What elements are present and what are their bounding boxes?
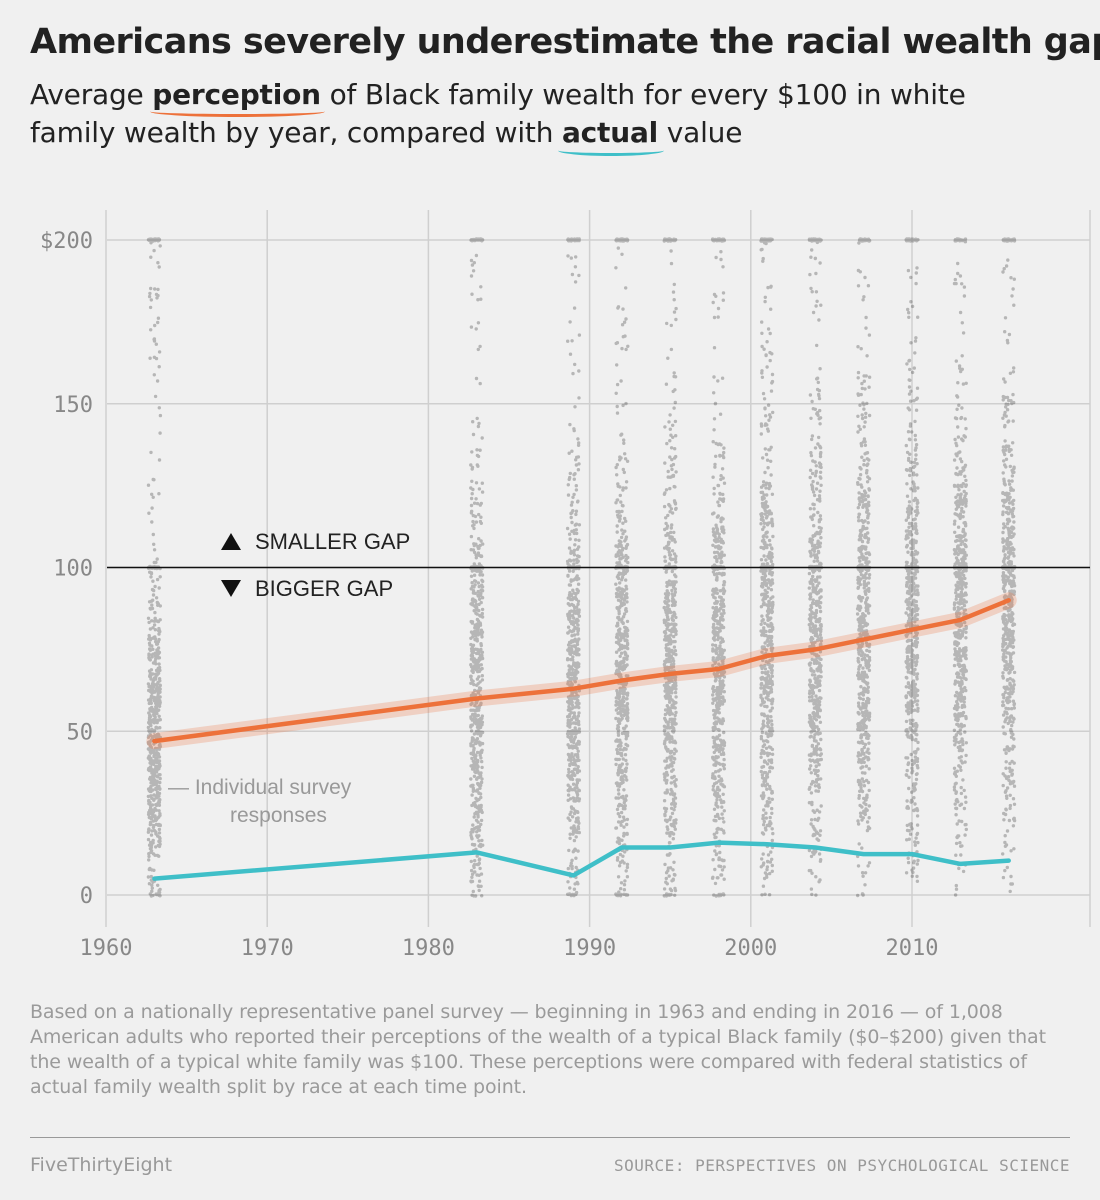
y-tick-label: 150	[53, 393, 93, 418]
actual-keyword: actual	[561, 116, 659, 149]
x-tick-label: 1960	[80, 936, 133, 961]
footer-divider	[30, 1137, 1070, 1138]
chart-title: Americans severely underestimate the rac…	[30, 22, 1100, 62]
smaller-gap-label: SMALLER GAP	[255, 529, 410, 554]
individual-responses-label-2: responses	[230, 804, 327, 827]
annotations: SMALLER GAP BIGGER GAP — Individual surv…	[168, 529, 410, 827]
up-triangle-icon	[221, 533, 241, 550]
x-tick-label: 2010	[886, 936, 939, 961]
y-tick-label: 0	[80, 884, 93, 909]
individual-responses-label-1: — Individual survey	[168, 776, 352, 799]
x-tick-label: 1980	[402, 936, 455, 961]
survey-response-points	[146, 237, 1017, 898]
y-tick-label: 100	[53, 557, 93, 582]
perception-line	[152, 598, 1011, 744]
y-tick-label: 50	[67, 720, 94, 745]
x-tick-label: 2000	[724, 936, 777, 961]
response-dots-2016	[1001, 237, 1017, 894]
wealth-gap-chart: 0 50 100 150 $200 1960 1970 1980 1990 2000 2010 SM…	[40, 210, 1091, 961]
x-tick-label: 1990	[563, 936, 616, 961]
response-dots-1995	[662, 237, 678, 898]
bigger-gap-label: BIGGER GAP	[255, 576, 393, 601]
y-tick-label: $200	[40, 229, 93, 254]
brand-name: FiveThirtyEight	[30, 1154, 173, 1176]
source-credit: SOURCE: PERSPECTIVES ON PSYCHOLOGICAL SC…	[614, 1156, 1070, 1175]
response-dots-2004	[807, 237, 823, 897]
footnote: Based on a nationally representative pan…	[30, 1001, 1046, 1098]
x-tick-label: 1970	[241, 936, 294, 961]
perception-confidence-band	[146, 592, 1017, 750]
actual-line	[152, 840, 1011, 881]
response-dots-1963	[146, 237, 163, 898]
response-dots-2007	[855, 237, 872, 898]
chart-subtitle: Average perception of Black family wealt…	[30, 78, 966, 149]
down-triangle-icon	[221, 580, 241, 597]
series-lines	[146, 592, 1017, 881]
perception-keyword: perception	[152, 78, 321, 111]
axis-ticks: 0 50 100 150 $200 1960 1970 1980 1990 2000 2010	[40, 229, 938, 961]
